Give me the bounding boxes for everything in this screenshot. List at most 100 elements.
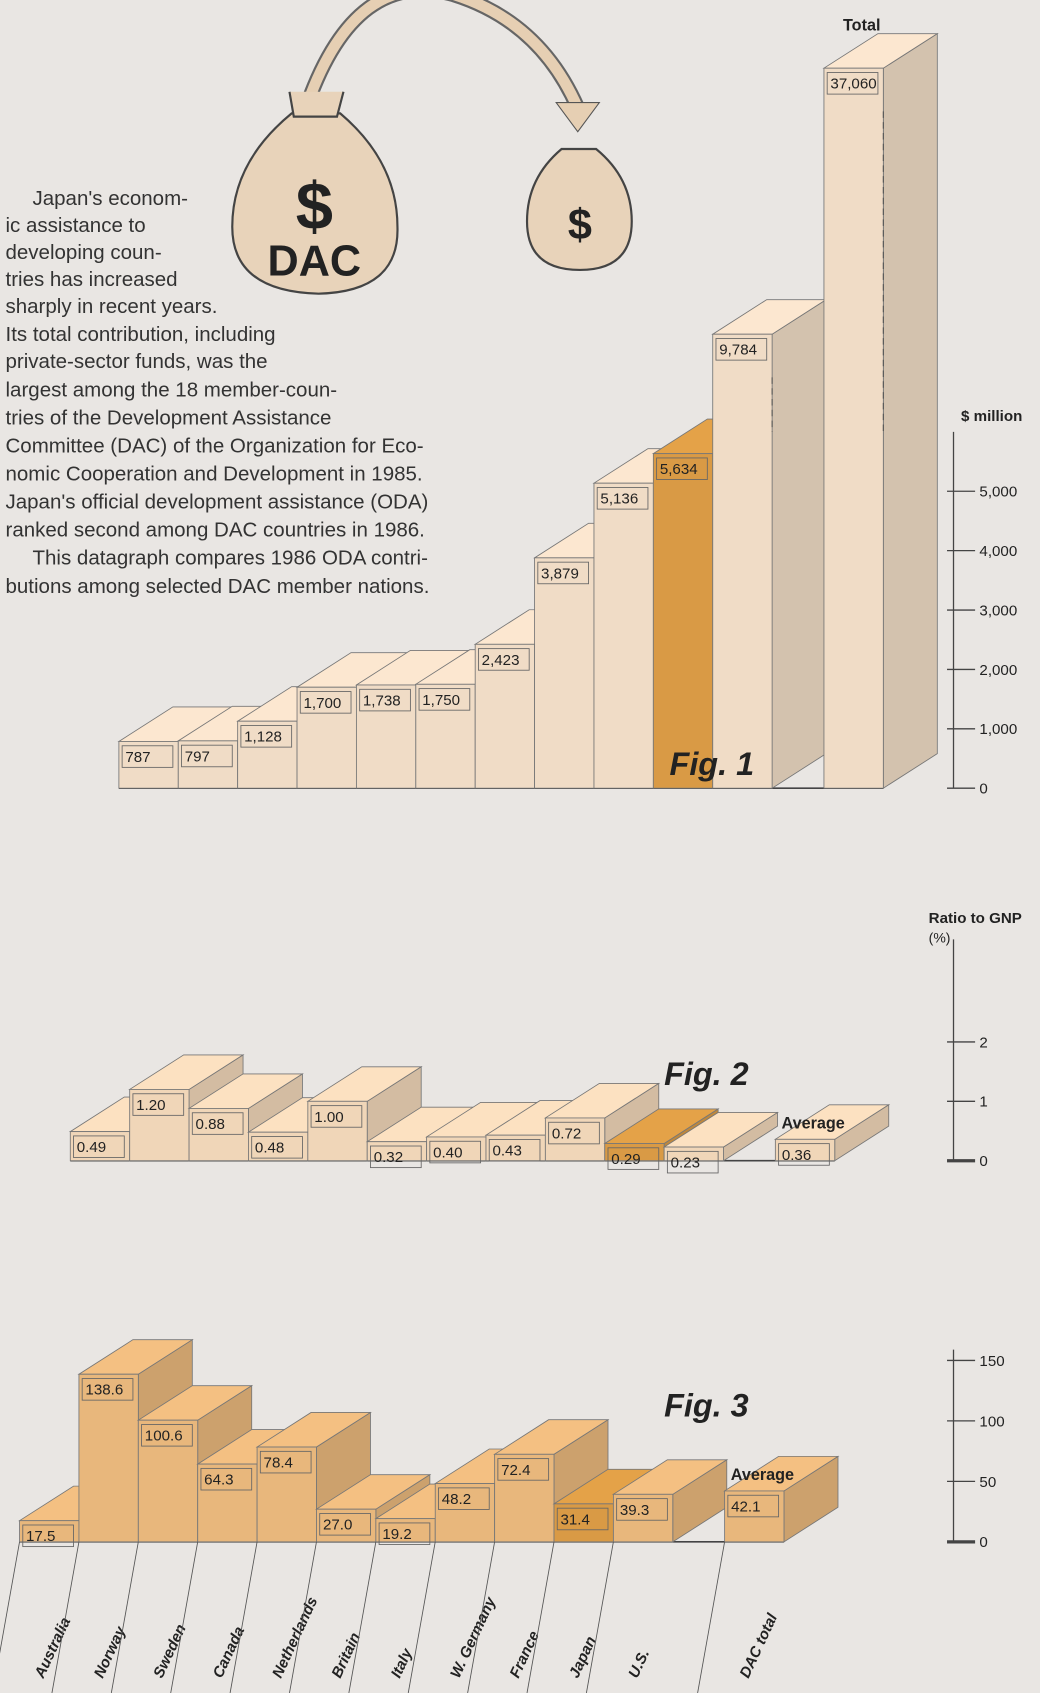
value-label-box (429, 1140, 482, 1164)
bar (296, 686, 357, 789)
value-label-box (666, 1150, 719, 1174)
value-label-box (81, 1378, 134, 1401)
value-label: 100.6 (145, 1428, 183, 1445)
value-label: 0.32 (374, 1149, 403, 1166)
value-label-box (181, 744, 233, 768)
value-label: 2,423 (482, 652, 520, 669)
last-label: Total (843, 16, 880, 34)
value-label: 0.29 (611, 1151, 640, 1168)
value-label-box (200, 1467, 253, 1491)
value-label: 138.6 (85, 1382, 123, 1399)
value-label-box (378, 1522, 431, 1545)
value-label: 42.1 (731, 1498, 760, 1515)
bar (177, 740, 239, 789)
large-bag-symbol: $ (296, 169, 333, 244)
value-label: 797 (185, 748, 210, 765)
intro-line: Committee (DAC) of the Organization for … (6, 434, 424, 457)
bar (415, 683, 476, 789)
bar (237, 720, 298, 789)
category-guide (697, 1541, 726, 1693)
intro-line: Its total contribution, including (6, 323, 276, 346)
intro-line: ic assistance to (6, 214, 146, 237)
value-label-box (537, 561, 589, 585)
value-label: 5,634 (660, 461, 698, 478)
value-label-box (141, 1424, 193, 1447)
value-label-box (299, 691, 352, 714)
bar (434, 1483, 496, 1543)
value-label: 0.72 (552, 1125, 581, 1142)
large-bag-text: DAC (268, 237, 362, 285)
value-label: 17.5 (26, 1528, 55, 1545)
category-guide (110, 1541, 139, 1693)
y-tick-label: 2,000 (979, 662, 1017, 679)
value-label-box (121, 745, 174, 768)
y-tick-label: 0 (979, 1534, 987, 1551)
value-label: 1.20 (136, 1097, 165, 1114)
value-label: 0.48 (255, 1140, 284, 1157)
value-label: 1,750 (422, 692, 460, 709)
value-label-box (132, 1093, 185, 1116)
category-guide (348, 1541, 377, 1693)
value-label-box (240, 725, 293, 748)
value-label: 787 (125, 749, 150, 766)
y-tick-label: 0 (979, 781, 987, 798)
category-guide (229, 1541, 258, 1693)
value-label-box (727, 1494, 780, 1518)
bar (544, 1117, 606, 1162)
value-label: 48.2 (442, 1491, 471, 1508)
bar (197, 1463, 258, 1543)
value-label-box (556, 1507, 609, 1531)
bar (69, 1131, 131, 1162)
value-label: 1,738 (363, 692, 401, 709)
y-axis-title: Ratio to GNP (929, 910, 1022, 927)
value-label: 3,879 (541, 565, 579, 582)
intro-line: tries of the Development Assistance (6, 406, 332, 429)
intro-line: Japan's econom- (33, 187, 188, 210)
value-label-box (826, 72, 879, 95)
last-label: Average (781, 1115, 844, 1133)
value-label: 1.00 (314, 1109, 343, 1126)
value-label: 0.49 (77, 1139, 106, 1156)
intro-line: This datagraph compares 1986 ODA contri- (33, 547, 428, 570)
bar (593, 482, 654, 789)
category-guide (289, 1541, 317, 1693)
value-label: 9,784 (719, 342, 757, 359)
category-guide (467, 1541, 496, 1693)
intro-line: Japan's official development assistance … (6, 491, 429, 514)
category-guide (526, 1541, 555, 1693)
bar (612, 1493, 674, 1543)
value-label-box (310, 1105, 363, 1128)
intro-line: ranked second among DAC countries in 198… (6, 519, 425, 542)
intro-line: tries has increased (6, 268, 178, 291)
value-label-box (438, 1487, 490, 1510)
y-tick-label: 1 (979, 1094, 987, 1111)
value-label: 0.36 (782, 1147, 811, 1164)
y-tick-label: 0 (979, 1153, 987, 1170)
bar (724, 1490, 785, 1543)
value-label-box (488, 1139, 541, 1162)
bar (137, 1419, 199, 1543)
bar (494, 1453, 555, 1543)
figure-title: Fig. 3 (664, 1388, 749, 1424)
value-label-box (715, 338, 768, 361)
value-label: 1,700 (304, 695, 342, 712)
value-label-box (656, 457, 708, 480)
value-label: 78.4 (264, 1455, 293, 1472)
value-label: 0.40 (433, 1144, 462, 1161)
intro-line: butions among selected DAC member nation… (6, 575, 430, 598)
last-label: Average (731, 1466, 794, 1484)
value-label: 39.3 (620, 1502, 649, 1519)
value-label-box (251, 1136, 303, 1159)
value-label-box (319, 1513, 371, 1536)
bar-side (882, 32, 938, 789)
y-tick-label: 100 (979, 1413, 1004, 1430)
bar (118, 741, 179, 789)
value-label-box (548, 1121, 600, 1145)
value-label: 0.23 (671, 1155, 700, 1172)
y-tick-label: 2 (979, 1034, 987, 1051)
value-label: 0.88 (196, 1116, 225, 1133)
value-label-box (596, 487, 649, 510)
bar (663, 1146, 724, 1162)
